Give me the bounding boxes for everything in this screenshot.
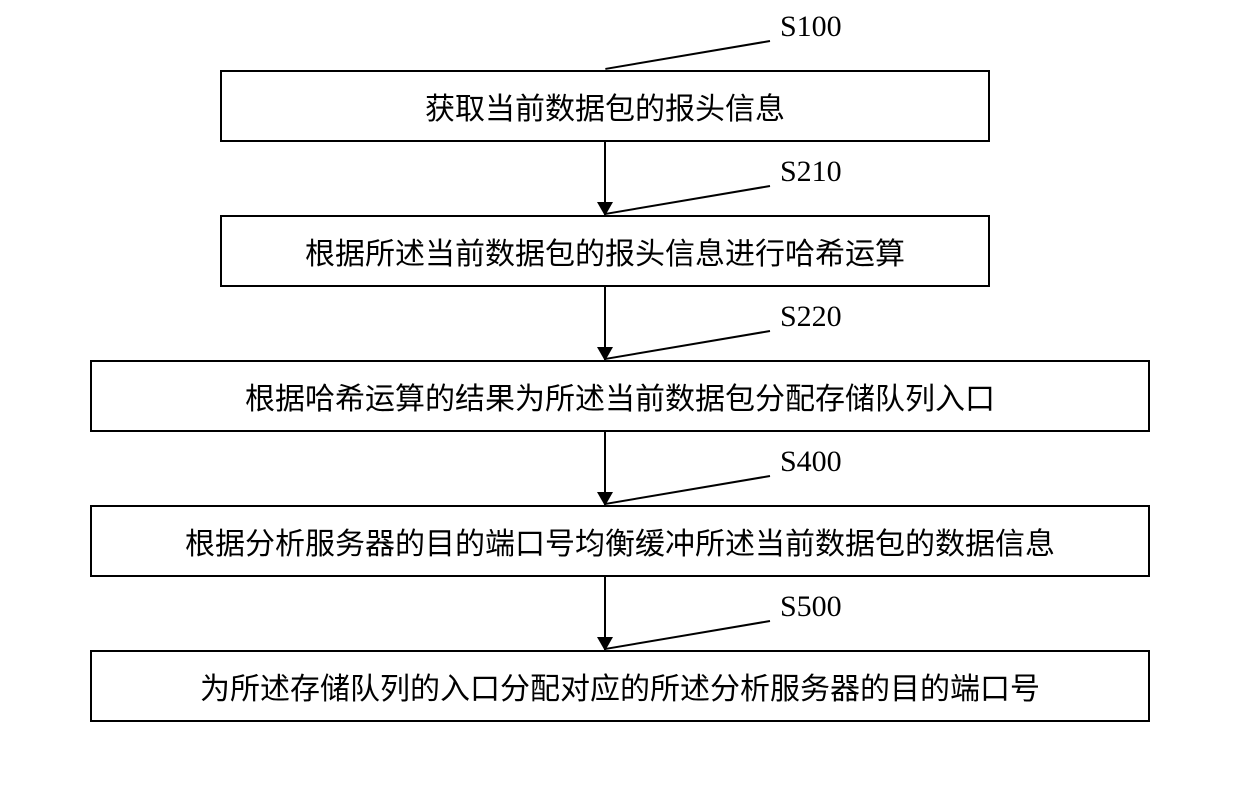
step-box-s210: 根据所述当前数据包的报头信息进行哈希运算 [220, 215, 990, 287]
flow-arrow [604, 432, 606, 505]
label-leader-line [605, 620, 770, 650]
step-text: 根据哈希运算的结果为所述当前数据包分配存储队列入口 [245, 374, 995, 418]
step-box-s500: 为所述存储队列的入口分配对应的所述分析服务器的目的端口号 [90, 650, 1150, 722]
step-text: 根据分析服务器的目的端口号均衡缓冲所述当前数据包的数据信息 [185, 519, 1055, 563]
step-label-s500: S500 [780, 590, 842, 624]
label-leader-line [605, 185, 770, 215]
label-leader-line [605, 330, 770, 360]
arrow-head-icon [597, 347, 613, 361]
step-label-s220: S220 [780, 300, 842, 334]
flow-arrow [604, 287, 606, 360]
step-text: 为所述存储队列的入口分配对应的所述分析服务器的目的端口号 [200, 664, 1040, 708]
step-text: 获取当前数据包的报头信息 [425, 84, 785, 128]
label-leader-line [605, 40, 770, 70]
flow-arrow [604, 142, 606, 215]
step-box-s400: 根据分析服务器的目的端口号均衡缓冲所述当前数据包的数据信息 [90, 505, 1150, 577]
step-box-s100: 获取当前数据包的报头信息 [220, 70, 990, 142]
step-label-s100: S100 [780, 10, 842, 44]
step-box-s220: 根据哈希运算的结果为所述当前数据包分配存储队列入口 [90, 360, 1150, 432]
label-leader-line [605, 475, 770, 505]
step-text: 根据所述当前数据包的报头信息进行哈希运算 [305, 229, 905, 273]
step-label-s210: S210 [780, 155, 842, 189]
arrow-head-icon [597, 202, 613, 216]
step-label-s400: S400 [780, 445, 842, 479]
flow-arrow [604, 577, 606, 650]
arrow-head-icon [597, 637, 613, 651]
arrow-head-icon [597, 492, 613, 506]
